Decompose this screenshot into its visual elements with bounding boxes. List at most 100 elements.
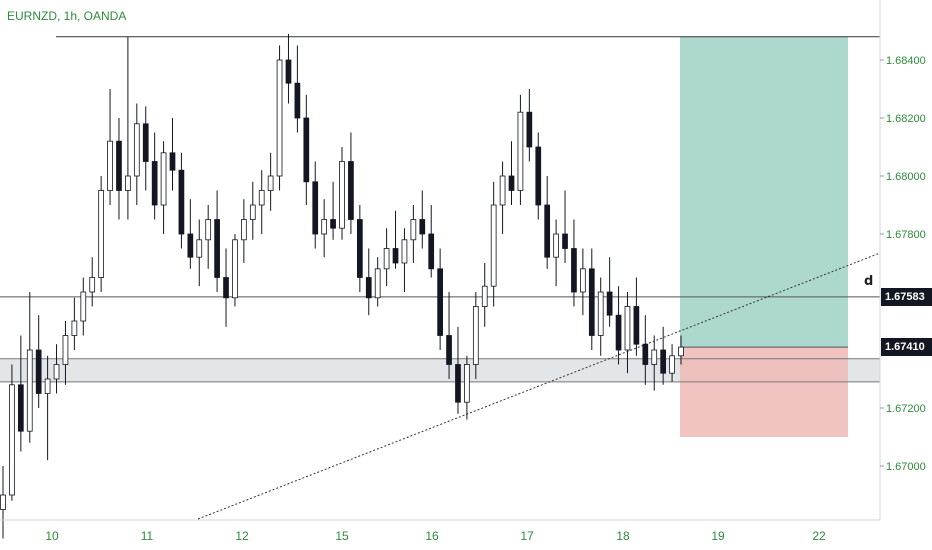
candle (437, 248, 443, 350)
candle (214, 190, 220, 292)
candle-body (365, 277, 372, 299)
candle-body (44, 378, 51, 394)
candle (642, 315, 649, 385)
candle (44, 355, 51, 461)
candle (267, 152, 274, 211)
candle-body (580, 268, 586, 293)
candle-body (303, 117, 310, 183)
candle-body (321, 219, 328, 235)
candle (205, 205, 212, 269)
candle (330, 181, 336, 240)
candle-body (330, 219, 336, 229)
candle (660, 326, 667, 385)
candle (624, 292, 631, 374)
candle-body (53, 364, 60, 380)
candle (464, 355, 470, 420)
candle-body (356, 219, 363, 278)
candle-body (660, 349, 667, 374)
candle-body (98, 190, 104, 278)
candle (678, 335, 684, 365)
candle-body (116, 140, 122, 191)
candle-body (187, 233, 194, 258)
candle-body (26, 349, 33, 432)
candle (606, 257, 613, 327)
price-tick-label: 1.68400 (886, 55, 926, 67)
candle-body (276, 59, 283, 177)
candle (651, 335, 658, 391)
candle (428, 205, 435, 278)
candle (321, 199, 328, 258)
candle (348, 132, 354, 234)
candle (365, 248, 372, 316)
candle-body (71, 320, 78, 336)
candle-body (169, 152, 176, 171)
candle (232, 234, 238, 307)
candle-body (544, 204, 551, 258)
candle (508, 141, 515, 205)
candle (580, 248, 586, 316)
price-badge-167410: 1.67410 (881, 338, 932, 357)
candle (446, 292, 452, 379)
candle-body (410, 219, 417, 241)
candle (125, 36, 131, 220)
candle (160, 141, 167, 234)
candle (356, 205, 363, 292)
candle (392, 210, 399, 269)
candle-body (80, 291, 87, 322)
time-tick-label: 16 (425, 529, 439, 543)
candle-body (35, 349, 42, 394)
candle-body (339, 161, 345, 229)
drawing-label-d[interactable]: d (864, 274, 874, 289)
candle-body (196, 239, 203, 258)
candle-body (669, 355, 675, 374)
candle-body (517, 111, 524, 191)
candle (571, 219, 577, 307)
candle (597, 277, 604, 356)
candle-body (285, 59, 292, 84)
candle (633, 277, 640, 356)
candle (303, 94, 310, 205)
symbol-title: EURNZD, 1h, OANDA (7, 9, 127, 23)
candle (9, 364, 15, 501)
candle-body (606, 291, 613, 316)
candle-body (9, 384, 15, 496)
candle-body (374, 268, 381, 299)
candle-body (472, 306, 479, 365)
price-tick-label: 1.67800 (886, 229, 926, 241)
reward-zone[interactable] (680, 36, 848, 348)
price-tick-label: 1.68200 (886, 113, 926, 125)
candle-body (419, 219, 426, 235)
candle-body (312, 181, 319, 235)
candle-body (142, 123, 149, 162)
candle (419, 190, 426, 249)
candle (187, 199, 194, 269)
candle (0, 466, 6, 539)
candle (499, 161, 506, 234)
candle-body (633, 306, 640, 345)
candle (455, 326, 461, 414)
candle (312, 161, 319, 249)
candle (544, 176, 551, 269)
candle (98, 176, 104, 292)
candle (241, 199, 247, 263)
support-band[interactable] (0, 358, 880, 382)
price-badge-167583: 1.67583 (881, 287, 932, 306)
candle-body (205, 219, 212, 241)
candle-body (348, 161, 354, 220)
candle-body (151, 161, 158, 206)
candle (151, 132, 158, 220)
time-tick-label: 10 (45, 529, 59, 543)
time-tick-label: 19 (711, 529, 725, 543)
candle (517, 94, 524, 205)
candle-body (526, 111, 533, 148)
candle (178, 152, 185, 249)
candle-body (499, 175, 506, 206)
candle-body (588, 268, 595, 336)
candle (481, 263, 488, 327)
candle-body (125, 175, 131, 191)
candle (553, 219, 559, 287)
price-tick-label: 1.68000 (886, 171, 926, 183)
candle-body (258, 190, 265, 206)
risk-zone[interactable] (680, 347, 848, 437)
